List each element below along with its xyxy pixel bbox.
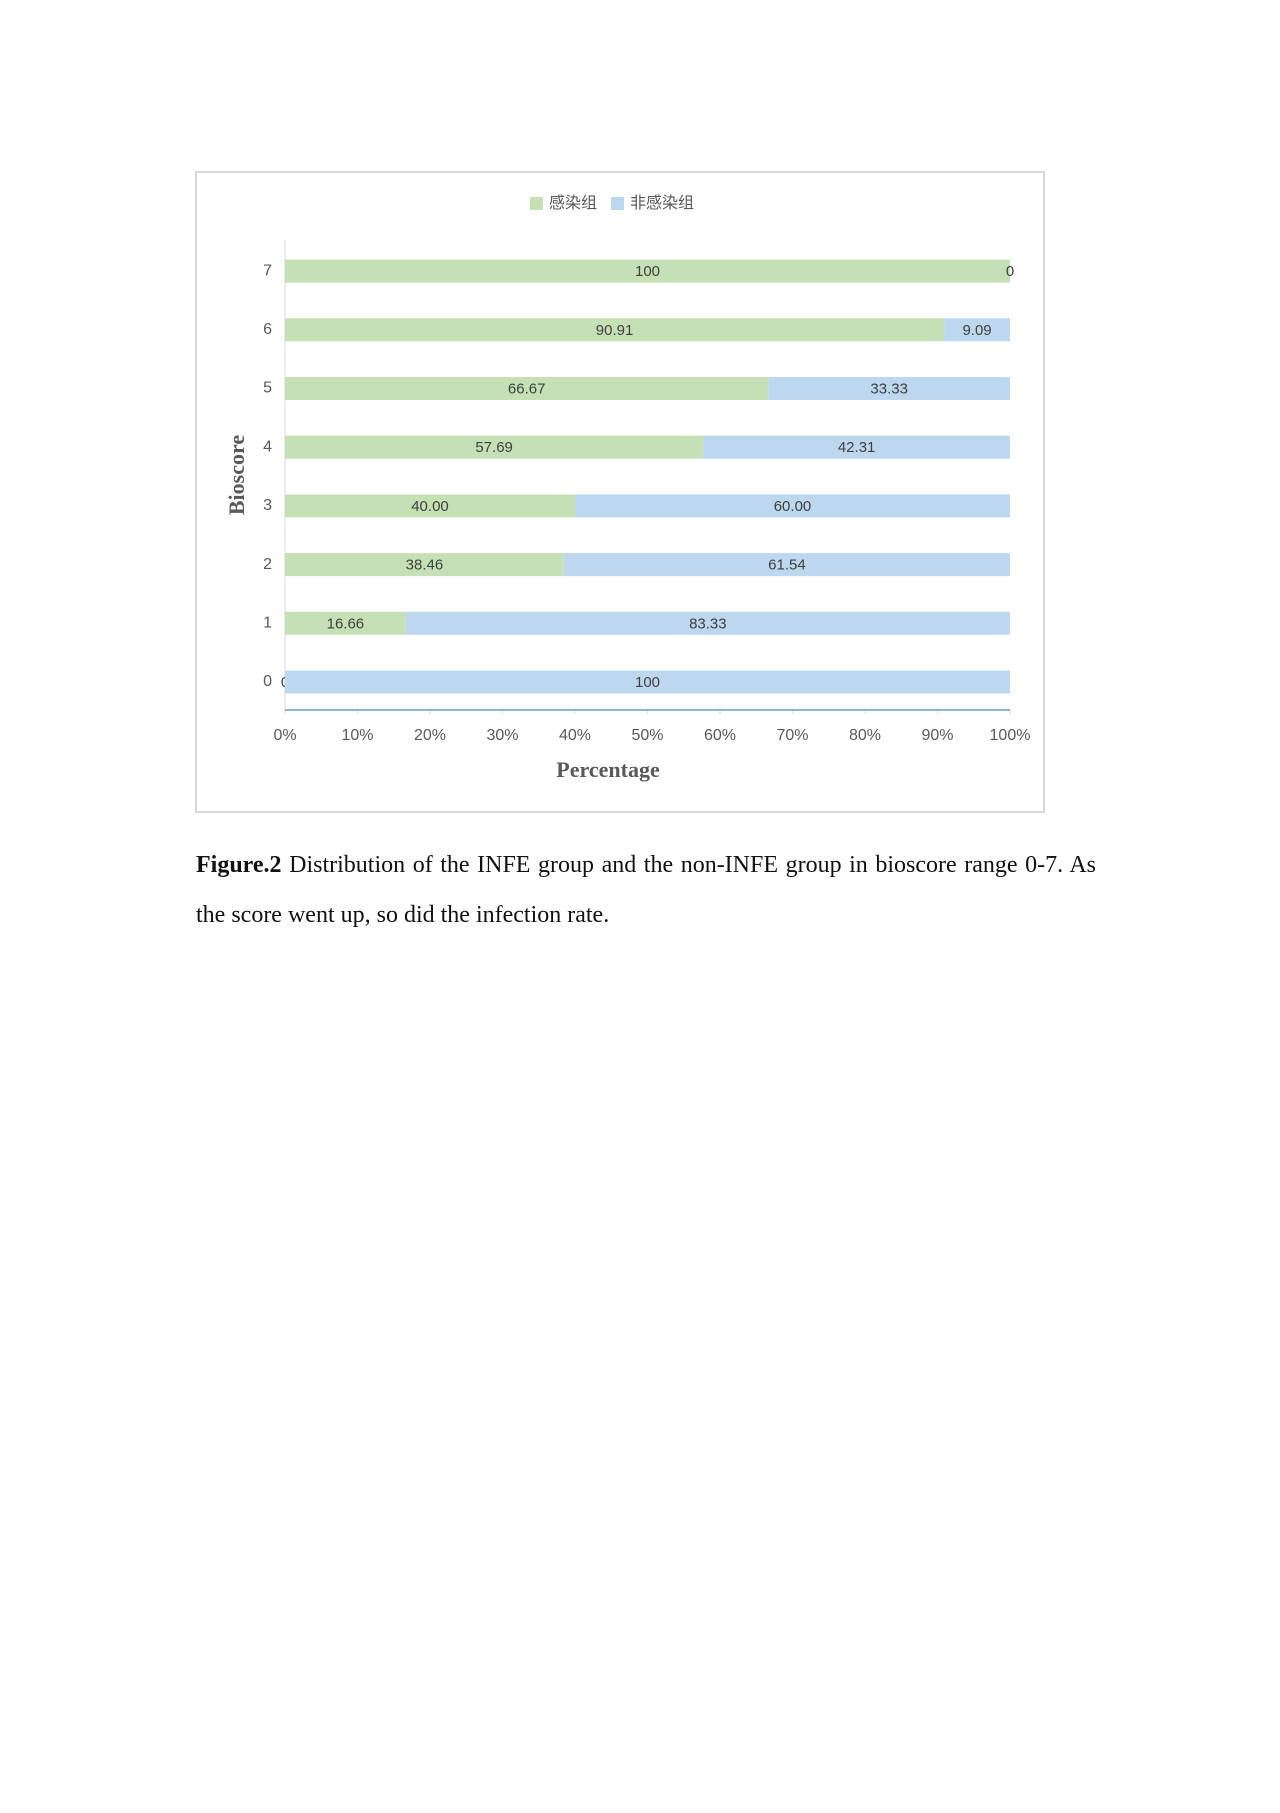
bar-segment [405, 611, 1010, 635]
x-tick-label: 80% [849, 727, 881, 744]
chart: Percentage Bioscore 0% 10% 20% 30% 40% 50% 60%… [195, 171, 1045, 813]
legend-swatch [611, 197, 625, 210]
data-label: 90.91 [596, 322, 634, 339]
data-label: 100 [635, 263, 660, 280]
data-label: 57.69 [475, 439, 513, 456]
x-tick-label: 30% [486, 727, 518, 744]
data-label: 0 [1006, 263, 1014, 280]
bar-segment [285, 611, 406, 635]
y-tick-label: 0 [263, 673, 272, 690]
bar-segment [703, 435, 1010, 459]
bar-segment [285, 318, 945, 342]
y-tick-label: 5 [263, 380, 272, 397]
data-label: 38.46 [406, 557, 444, 574]
x-tick-label: 50% [631, 727, 663, 744]
data-label: 42.31 [838, 439, 876, 456]
y-tick-label: 1 [263, 615, 272, 632]
y-tick-label: 3 [263, 497, 272, 514]
x-tick-label: 70% [776, 727, 808, 744]
data-label: 100 [635, 674, 660, 691]
data-label: 60.00 [774, 498, 812, 515]
bar-segment [575, 494, 1010, 518]
y-axis-title: Bioscore [224, 435, 249, 515]
bar-segment [285, 670, 1010, 694]
y-tick-label: 7 [263, 262, 272, 279]
legend-label: 感染组 [549, 194, 597, 212]
bar-segment [285, 553, 564, 577]
data-label: 16.66 [327, 615, 365, 632]
y-tick-label: 6 [263, 321, 272, 338]
x-axis-title: Percentage [556, 757, 660, 782]
data-label: 66.67 [508, 380, 546, 397]
x-tick-label: 40% [559, 727, 591, 744]
x-tick-label: 0% [273, 727, 296, 744]
caption-label: Figure.2 [196, 852, 282, 878]
data-label: 61.54 [768, 557, 806, 574]
y-tick-label: 2 [263, 556, 272, 573]
data-label: 33.33 [870, 380, 908, 397]
x-tick-label: 20% [414, 727, 446, 744]
legend-swatch [530, 197, 543, 210]
bar-segment [285, 494, 575, 518]
bar-segment [944, 318, 1010, 342]
data-label: 83.33 [689, 615, 727, 632]
bar-segment [768, 377, 1010, 400]
legend-label: 非感染组 [630, 194, 694, 212]
x-tick-label: 60% [704, 727, 736, 744]
bar-segment [563, 553, 1010, 577]
x-tick-label: 100% [990, 727, 1031, 744]
data-label: 40.00 [411, 498, 449, 515]
bar-segment [285, 435, 704, 459]
bar-segment [285, 259, 1010, 283]
data-label: 9.09 [962, 322, 991, 339]
x-tick-label: 90% [921, 727, 953, 744]
caption: Figure.2 Distribution of the INFE group … [196, 840, 1096, 940]
y-tick-label: 4 [263, 438, 272, 455]
caption-text: Distribution of the INFE group and the n… [196, 852, 1097, 928]
bar-segment [285, 377, 769, 400]
x-tick-label: 10% [341, 727, 373, 744]
